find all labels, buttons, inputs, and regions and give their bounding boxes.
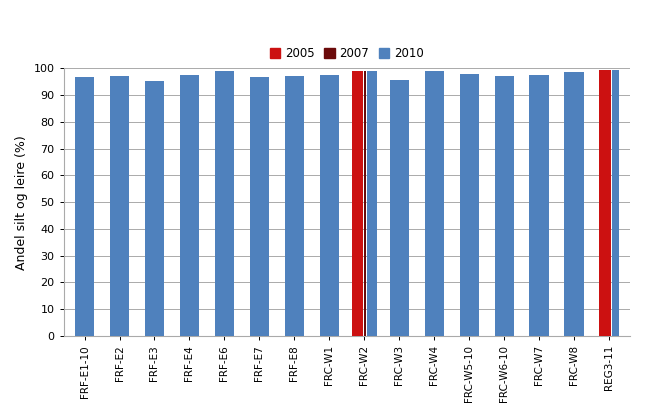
Bar (364, 71, 366, 336)
Bar (215, 71, 234, 336)
Y-axis label: Andel silt og leire (%): Andel silt og leire (%) (15, 135, 28, 270)
Bar (424, 70, 444, 336)
Bar (145, 81, 164, 336)
Bar (599, 70, 611, 336)
Bar (495, 76, 514, 336)
Bar (459, 74, 479, 336)
Legend: 2005, 2007, 2010: 2005, 2007, 2010 (265, 42, 428, 65)
Bar (367, 71, 377, 336)
Bar (110, 76, 129, 336)
Bar (530, 75, 549, 336)
Bar (250, 77, 269, 336)
Bar (612, 70, 619, 336)
Bar (564, 72, 584, 336)
Bar (75, 76, 94, 336)
Bar (284, 76, 304, 336)
Bar (390, 80, 409, 336)
Bar (352, 70, 363, 336)
Bar (180, 75, 199, 336)
Bar (320, 75, 339, 336)
